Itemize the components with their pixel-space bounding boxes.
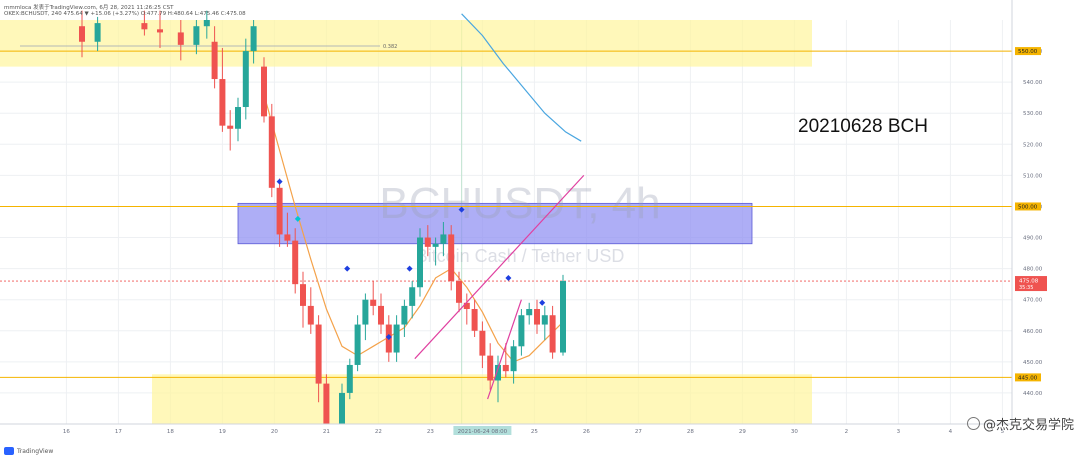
price-axis-panel bbox=[1012, 0, 1080, 457]
candle-body bbox=[235, 107, 241, 129]
candle-body bbox=[219, 79, 225, 126]
candle-body bbox=[542, 315, 548, 324]
candle-body bbox=[251, 26, 257, 51]
level-price-tag-text: 445.00 bbox=[1018, 375, 1038, 381]
tradingview-logo: TradingView bbox=[4, 447, 53, 455]
time-tick-label: 21 bbox=[323, 429, 330, 435]
author-watermark-text: @杰克交易学院 bbox=[983, 414, 1074, 433]
current-price-text: 475.08 bbox=[1019, 279, 1039, 285]
candle-body bbox=[269, 116, 275, 187]
candle-body bbox=[141, 23, 147, 29]
candle-body bbox=[409, 287, 415, 306]
candle-body bbox=[448, 234, 454, 281]
candle-body bbox=[518, 315, 524, 346]
price-tick-label: 520.00 bbox=[1023, 142, 1043, 148]
time-tick-label: 27 bbox=[635, 429, 642, 435]
candle-body bbox=[560, 281, 566, 352]
fib-level-label: 0.382 bbox=[383, 44, 397, 50]
time-tick-label: 4 bbox=[949, 429, 953, 435]
time-tick-label: 17 bbox=[115, 429, 122, 435]
candle-body bbox=[472, 309, 478, 331]
price-tick-label: 470.00 bbox=[1023, 298, 1043, 304]
candle-body bbox=[243, 51, 249, 107]
zone-lower-support bbox=[152, 374, 812, 424]
weibo-icon bbox=[967, 417, 980, 430]
time-tick-label: 23 bbox=[427, 429, 434, 435]
time-tick-label: 2 bbox=[845, 429, 849, 435]
time-tick-label: 28 bbox=[687, 429, 694, 435]
candle-body bbox=[284, 234, 290, 240]
price-tick-label: 510.00 bbox=[1023, 173, 1043, 179]
chart-header-publisher: mmmloca 发表于TradingView.com, 6月 28, 2021 … bbox=[4, 3, 173, 11]
level-price-tag-text: 550.00 bbox=[1018, 49, 1038, 55]
time-tick-label: 29 bbox=[739, 429, 746, 435]
price-tick-label: 460.00 bbox=[1023, 329, 1043, 335]
candle-body bbox=[355, 325, 361, 365]
candle-body bbox=[347, 365, 353, 393]
candle-body bbox=[526, 309, 532, 315]
candle-body bbox=[534, 309, 540, 325]
price-tick-label: 440.00 bbox=[1023, 391, 1043, 397]
candle-body bbox=[378, 306, 384, 325]
tradingview-logo-icon bbox=[4, 447, 14, 455]
candle-body bbox=[362, 300, 368, 325]
symbol-watermark: BCHUSDT, 4h bbox=[379, 179, 660, 228]
candle-body bbox=[261, 67, 267, 117]
candle-body bbox=[79, 26, 85, 42]
candle-body bbox=[95, 23, 101, 42]
candle-body bbox=[212, 42, 218, 79]
time-axis-panel bbox=[0, 424, 1080, 457]
price-tick-label: 490.00 bbox=[1023, 236, 1043, 242]
time-tick-label: 3 bbox=[897, 429, 901, 435]
candle-body bbox=[487, 356, 493, 381]
candle-body bbox=[157, 29, 163, 32]
symbol-subtitle: Bitcoin Cash / Tether USD bbox=[416, 246, 625, 266]
time-tick-label: 30 bbox=[791, 429, 798, 435]
time-tick-label: 19 bbox=[219, 429, 226, 435]
level-price-tag-text: 500.00 bbox=[1018, 204, 1038, 210]
time-tick-label: 2021-06-24 08:00 bbox=[458, 429, 508, 435]
current-price-countdown: 35:35 bbox=[1019, 285, 1033, 291]
time-tick-label: 25 bbox=[531, 429, 538, 435]
time-tick-label: 26 bbox=[583, 429, 590, 435]
candle-body bbox=[433, 244, 439, 247]
candle-body bbox=[425, 238, 431, 247]
candle-body bbox=[479, 331, 485, 356]
candle-body bbox=[370, 300, 376, 306]
zone-upper-resistance bbox=[0, 20, 812, 67]
price-tick-label: 450.00 bbox=[1023, 360, 1043, 366]
candle-body bbox=[417, 238, 423, 288]
time-tick-label: 22 bbox=[375, 429, 382, 435]
candle-body bbox=[227, 126, 233, 129]
candle-body bbox=[456, 281, 462, 303]
price-tick-label: 540.00 bbox=[1023, 80, 1043, 86]
tradingview-logo-text: TradingView bbox=[17, 448, 53, 455]
time-tick-label: 16 bbox=[63, 429, 70, 435]
candle-body bbox=[204, 20, 210, 26]
candle-body bbox=[511, 346, 517, 371]
candle-body bbox=[503, 365, 509, 371]
candle-body bbox=[292, 241, 298, 285]
candle-body bbox=[277, 188, 283, 235]
candle-body bbox=[401, 306, 407, 325]
author-watermark: @杰克交易学院 bbox=[967, 414, 1074, 433]
candle-body bbox=[308, 306, 314, 325]
candle-body bbox=[440, 234, 446, 243]
candle-body bbox=[178, 32, 184, 44]
time-tick-label: 18 bbox=[167, 429, 174, 435]
chart-annotation-title: 20210628 BCH bbox=[798, 116, 928, 138]
candle-body bbox=[193, 26, 199, 45]
chart-header-symbol: OKEX:BCHUSDT, 240 475.64 ▼ +15.06 (+3.27… bbox=[4, 11, 246, 17]
candle-body bbox=[394, 325, 400, 353]
price-tick-label: 530.00 bbox=[1023, 111, 1043, 117]
time-tick-label: 20 bbox=[271, 429, 278, 435]
candle-body bbox=[300, 284, 306, 306]
candle-body bbox=[550, 315, 556, 352]
price-tick-label: 480.00 bbox=[1023, 267, 1043, 273]
candle-body bbox=[316, 325, 322, 384]
